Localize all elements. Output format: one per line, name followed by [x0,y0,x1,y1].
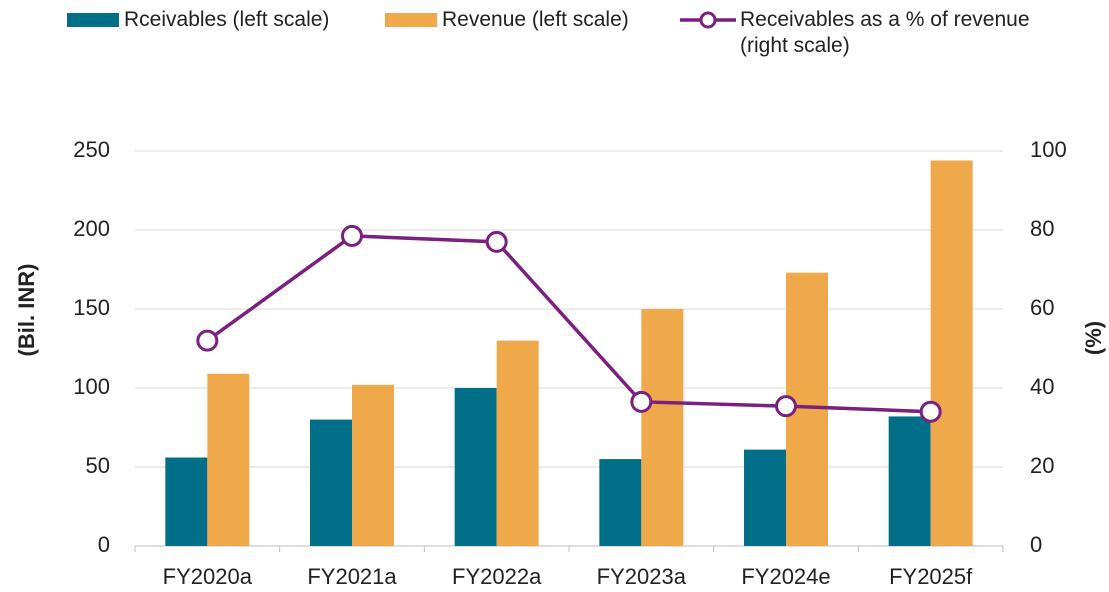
line [206,234,931,414]
legend-label: Rceivables (left scale) [124,8,330,31]
bar [454,388,497,546]
bar [165,457,208,546]
legend-swatch [385,13,437,27]
bar [352,384,394,546]
y2-tick-label: 60 [1030,295,1054,320]
legend-marker [699,11,717,29]
bar [888,416,931,546]
y-tick-label: 200 [73,216,110,241]
legend-rect [385,13,437,27]
y-axis-label: (Bil. INR) [14,264,39,357]
line-marker [775,395,797,418]
legend-rect [67,13,119,27]
bar [641,309,684,546]
x-tick-label: FY2023a [597,564,687,589]
y2-tick-label: 20 [1030,453,1054,478]
y-tick-label: 100 [73,374,110,399]
x-tick-label: FY2024e [741,564,830,589]
y-tick-label: 250 [73,137,110,162]
legend-item: Revenue (left scale) [385,7,732,33]
line-marker [919,400,942,423]
y-tick-label: 150 [73,295,110,320]
bar [930,160,973,547]
legend-swatch [67,13,119,27]
y2-tick-label: 80 [1030,216,1054,241]
x-tick-label: FY2020a [163,564,253,589]
y-tick-label: 0 [98,532,110,557]
bar [744,449,786,546]
line-marker [341,224,363,247]
line-marker [196,329,219,352]
y2-axis-label: (%) [1081,321,1106,355]
y2-tick-label: 40 [1030,374,1054,399]
legend-label: Revenue (left scale) [442,8,629,31]
x-tick-label: FY2022a [452,564,542,589]
line-marker [485,230,508,253]
x-tick-label: FY2021a [307,564,397,589]
bar [496,340,539,546]
x-tick-label: FY2025f [889,564,973,589]
y2-tick-label: 100 [1030,137,1067,162]
legend-swatch [680,11,736,29]
legend-label: Receivables as a % of revenue (right sca… [740,8,1030,57]
legend-item: Rceivables (left scale) [67,7,434,33]
line-marker [630,390,653,413]
bar [599,459,642,546]
y2-tick-label: 0 [1030,532,1042,557]
bar [310,419,352,546]
y-tick-label: 50 [86,453,110,478]
bar [207,373,250,546]
legend-item: Receivables as a % of revenue (right sca… [680,7,1070,59]
